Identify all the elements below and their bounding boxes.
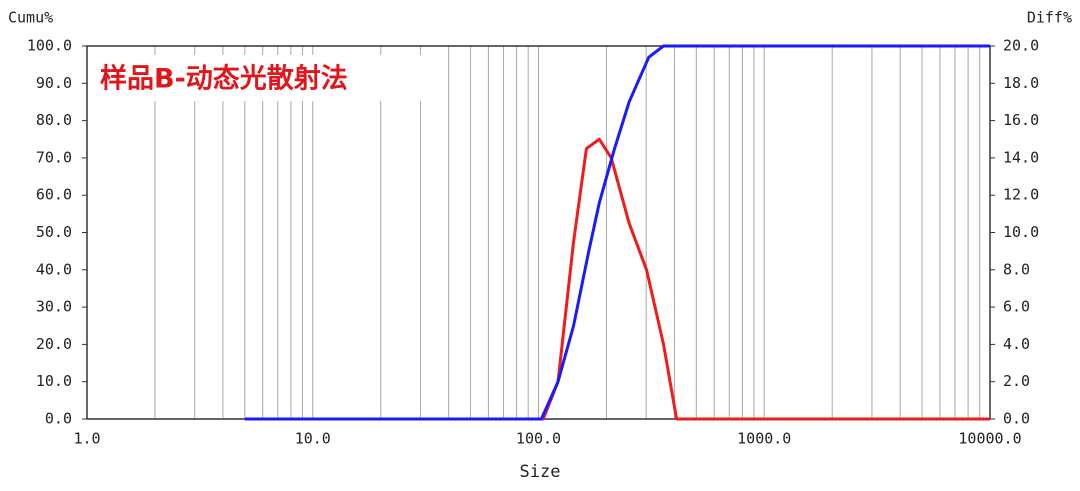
y2-tick-label: 14.0 <box>1003 148 1039 166</box>
y-tick-label: 20.0 <box>36 335 72 353</box>
x-tick-label: 1.0 <box>73 430 100 448</box>
y2-tick-label: 4.0 <box>1003 335 1030 353</box>
y2-tick-label: 20.0 <box>1003 37 1039 55</box>
y-axis-title: Cumu% <box>8 9 53 27</box>
y2-tick-label: 16.0 <box>1003 111 1039 129</box>
y2-axis-title: Diff% <box>1027 9 1072 27</box>
y-tick-label: 60.0 <box>36 186 72 204</box>
x-tick-label: 10000.0 <box>958 430 1021 448</box>
y-tick-label: 80.0 <box>36 111 72 129</box>
y-tick-label: 0.0 <box>45 410 72 428</box>
y-tick-label: 40.0 <box>36 260 72 278</box>
x-tick-label: 10.0 <box>295 430 331 448</box>
y2-tick-label: 18.0 <box>1003 74 1039 92</box>
y2-tick-label: 0.0 <box>1003 410 1030 428</box>
y2-tick-label: 6.0 <box>1003 298 1030 316</box>
annotation: 样品B-动态光散射法 <box>100 63 348 95</box>
y-tick-label: 30.0 <box>36 298 72 316</box>
y-tick-label: 90.0 <box>36 74 72 92</box>
y2-tick-label: 8.0 <box>1003 260 1030 278</box>
y-tick-label: 50.0 <box>36 223 72 241</box>
y-tick-label: 70.0 <box>36 148 72 166</box>
y2-tick-label: 2.0 <box>1003 372 1030 390</box>
y2-tick-label: 12.0 <box>1003 186 1039 204</box>
y-tick-label: 100.0 <box>27 37 72 55</box>
annotation-box <box>89 55 427 101</box>
y-tick-label: 10.0 <box>36 372 72 390</box>
series-line <box>244 44 990 421</box>
y2-tick-label: 10.0 <box>1003 223 1039 241</box>
x-tick-label: 100.0 <box>516 430 561 448</box>
x-axis-title: Size <box>520 462 561 482</box>
x-tick-label: 1000.0 <box>737 430 791 448</box>
